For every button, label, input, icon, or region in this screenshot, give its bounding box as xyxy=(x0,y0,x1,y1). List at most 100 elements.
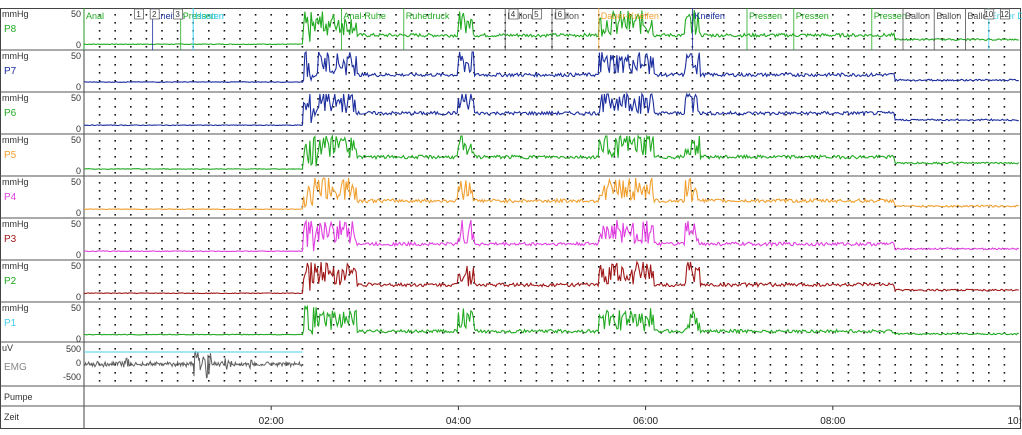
grid-dot xyxy=(161,206,163,208)
grid-dot xyxy=(785,30,787,32)
grid-dot xyxy=(98,364,101,366)
grid-dot xyxy=(894,164,896,166)
grid-dot xyxy=(894,22,896,24)
grid-dot xyxy=(192,88,194,90)
grid-dot xyxy=(208,130,210,132)
grid-dot xyxy=(754,172,756,174)
grid-dot xyxy=(223,156,226,158)
grid-dot xyxy=(598,298,600,300)
grid-dot xyxy=(98,198,101,200)
grid-dot xyxy=(98,282,101,284)
channel-label: P8 xyxy=(4,24,17,35)
grid-dot xyxy=(488,248,491,250)
grid-dot xyxy=(785,282,787,284)
grid-dot xyxy=(629,122,631,124)
grid-dot xyxy=(254,98,257,100)
grid-dot xyxy=(364,206,366,208)
grid-dot xyxy=(410,274,413,276)
grid-dot xyxy=(894,190,896,192)
grid-dot xyxy=(676,72,678,74)
grid-dot xyxy=(192,224,194,226)
unit-label: mmHg xyxy=(2,177,29,187)
unit-label: mmHg xyxy=(2,51,29,61)
grid-dot xyxy=(192,80,194,82)
grid-dot xyxy=(161,80,163,82)
grid-dot xyxy=(520,56,522,58)
grid-dot xyxy=(738,282,740,284)
grid-dot xyxy=(535,348,538,350)
grid-dot xyxy=(832,356,834,358)
grid-dot xyxy=(1003,224,1006,226)
grid-dot xyxy=(566,46,569,48)
grid-dot xyxy=(566,240,569,242)
grid-dot xyxy=(379,46,382,48)
grid-dot xyxy=(488,64,491,66)
grid-dot xyxy=(738,14,740,16)
grid-dot xyxy=(364,114,366,116)
grid-dot xyxy=(598,214,600,216)
grid-dot xyxy=(114,332,116,334)
grid-dot xyxy=(223,266,226,268)
grid-dot xyxy=(816,214,818,216)
grid-dot xyxy=(598,372,600,374)
grid-dot xyxy=(988,380,990,382)
grid-dot xyxy=(754,206,756,208)
grid-dot xyxy=(317,14,319,16)
grid-dot xyxy=(223,88,226,90)
grid-dot xyxy=(379,232,382,234)
grid-dot xyxy=(192,164,194,166)
grid-dot xyxy=(379,88,382,90)
grid-dot xyxy=(332,248,335,250)
grid-dot xyxy=(847,356,850,358)
grid-dot xyxy=(956,290,959,292)
grid-dot xyxy=(223,372,226,374)
grid-dot xyxy=(910,148,912,150)
grid-dot xyxy=(551,332,553,334)
grid-dot xyxy=(442,274,444,276)
grid-dot xyxy=(644,156,647,158)
grid-dot xyxy=(286,332,288,334)
grid-dot xyxy=(426,206,428,208)
grid-dot xyxy=(566,316,569,318)
grid-dot xyxy=(286,148,288,150)
grid-dot xyxy=(145,164,148,166)
grid-dot xyxy=(598,130,600,132)
grid-dot xyxy=(832,182,834,184)
grid-dot xyxy=(754,38,756,40)
grid-dot xyxy=(613,356,616,358)
grid-dot xyxy=(925,298,928,300)
channel-label: EMG xyxy=(4,362,27,373)
grid-dot xyxy=(816,206,818,208)
grid-dot xyxy=(941,224,943,226)
grid-dot xyxy=(442,140,444,142)
marker-box xyxy=(134,8,145,20)
grid-dot xyxy=(956,316,959,318)
grid-dot xyxy=(286,30,288,32)
grid-dot xyxy=(98,248,101,250)
grid-dot xyxy=(426,148,428,150)
grid-dot xyxy=(863,298,865,300)
grid-dot xyxy=(286,206,288,208)
grid-dot xyxy=(442,46,444,48)
grid-dot xyxy=(286,274,288,276)
grid-dot xyxy=(426,224,428,226)
channel-label: P5 xyxy=(4,150,17,161)
grid-dot xyxy=(644,130,647,132)
grid-dot xyxy=(520,364,522,366)
grid-dot xyxy=(738,206,740,208)
grid-dot xyxy=(878,172,881,174)
grid-dot xyxy=(332,156,335,158)
grid-dot xyxy=(894,98,896,100)
grid-dot xyxy=(769,324,772,326)
grid-dot xyxy=(816,256,818,258)
grid-dot xyxy=(847,380,850,382)
grid-dot xyxy=(176,98,179,100)
grid-dot xyxy=(910,348,912,350)
grid-dot xyxy=(176,224,179,226)
grid-dot xyxy=(691,324,694,326)
grid-dot xyxy=(410,172,413,174)
grid-dot xyxy=(972,198,974,200)
grid-dot xyxy=(660,232,662,234)
grid-dot xyxy=(254,372,257,374)
grid-dot xyxy=(130,316,132,318)
